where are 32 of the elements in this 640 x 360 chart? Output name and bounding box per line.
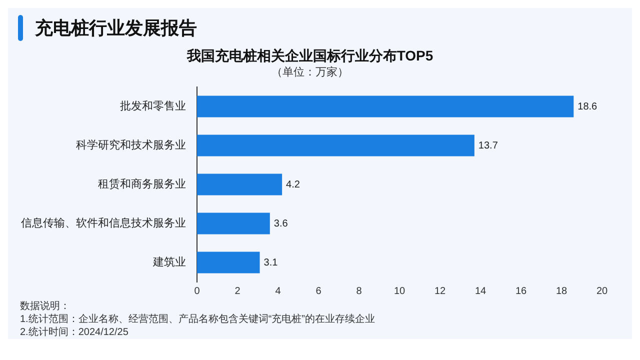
data-label: 4.2 <box>286 179 300 190</box>
bar <box>197 212 270 234</box>
bar <box>197 174 282 196</box>
x-tick-label: 0 <box>194 286 200 297</box>
y-tick-label: 建筑业 <box>152 256 186 269</box>
text: 充电桩行业发展报告 <box>35 17 197 40</box>
text: 2.统计时间：2024/12/25 <box>20 326 130 339</box>
x-tick-label: 20 <box>596 286 608 297</box>
chart-subtitle: （单位：万家） <box>272 65 348 78</box>
x-tick-label: 6 <box>316 286 322 297</box>
x-tick-label: 18 <box>556 286 568 297</box>
text: 1.统计范围：企业名称、经营范围、产品名称包含关键词“充电桩”的在业存续企业 <box>20 313 376 326</box>
text: 数据说明： <box>20 300 71 313</box>
chart-title: 我国充电桩相关企业国标行业分布TOP5 <box>186 47 434 64</box>
bar <box>197 252 260 274</box>
data-label: 13.7 <box>478 140 498 152</box>
x-tick-label: 10 <box>394 286 406 297</box>
bar <box>197 134 474 156</box>
y-tick-label: 租赁和商务服务业 <box>98 178 186 191</box>
y-tick-label: 信息传输、软件和信息技术服务业 <box>21 216 186 230</box>
data-label: 3.6 <box>274 218 288 230</box>
x-tick-label: 14 <box>474 286 486 297</box>
y-tick-label: 批发和零售业 <box>120 100 186 113</box>
data-label: 18.6 <box>578 101 598 112</box>
x-tick-label: 12 <box>434 286 446 297</box>
x-tick-label: 8 <box>356 286 362 297</box>
x-tick-label: 4 <box>275 286 282 297</box>
bar <box>197 96 574 118</box>
y-tick-label: 科学研究和技术服务业 <box>76 138 186 152</box>
x-tick-label: 16 <box>515 286 527 297</box>
data-label: 3.1 <box>264 257 278 268</box>
x-tick-label: 2 <box>234 286 241 297</box>
